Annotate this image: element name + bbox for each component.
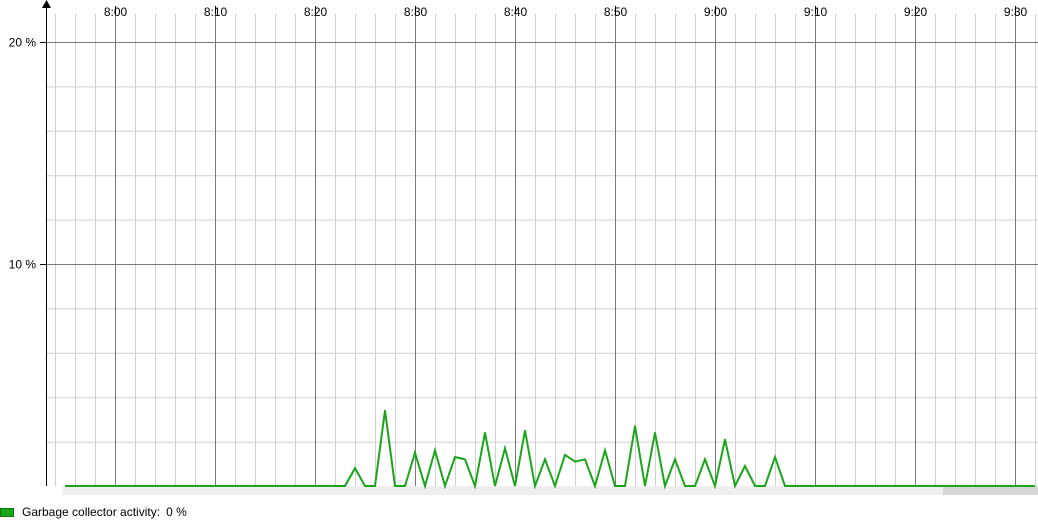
gc-activity-chart: 8:00 8:10 8:20 8:30 8:40 8:50 9:00 9:10 9:20 9:30… [9,0,1038,495]
x-tick-label: 9:00 [704,5,728,19]
data-point [744,465,746,467]
x-tick-label: 9:30 [1004,5,1028,19]
legend-series-value: 0 % [166,505,187,519]
data-point [634,425,636,427]
x-tick-label: 8:40 [504,5,528,19]
data-point [414,451,416,454]
data-point [464,458,466,461]
x-tick-label: 8:20 [304,5,328,19]
chart-canvas: 8:00 8:10 8:20 8:30 8:40 8:50 9:00 9:10 9:20 9:30… [9,0,1038,495]
y-axis-arrow [42,0,51,8]
time-range-thumb [943,486,1038,495]
x-tick-label: 8:30 [404,5,428,19]
legend: Garbage collector activity: 0 % [0,503,187,521]
data-point [354,467,356,470]
x-tick-label: 8:10 [204,5,228,19]
x-tick-label: 8:50 [604,5,628,19]
x-tick-label: 8:00 [104,5,128,19]
data-point [584,458,586,461]
data-point [674,458,676,461]
data-point [654,431,656,434]
series-line-gc-activity [65,410,1035,490]
legend-series-label: Garbage collector activity: [22,505,161,519]
data-point [574,460,576,463]
data-point [524,429,526,432]
data-point [774,456,776,458]
y-tick-label: 10 % [9,258,37,272]
data-point [484,431,486,434]
data-point [564,454,566,456]
y-tick-label: 20 % [9,36,37,50]
data-point [724,438,726,441]
legend-color-swatch [0,507,14,517]
data-point [704,458,706,461]
x-tick-label: 9:20 [904,5,928,19]
data-point [384,409,386,412]
data-point [544,458,546,461]
data-point [604,449,606,452]
data-point [504,447,506,450]
time-range-strip [62,486,1038,495]
data-point [434,449,436,452]
x-tick-label: 9:10 [804,5,828,19]
data-point [454,456,456,458]
